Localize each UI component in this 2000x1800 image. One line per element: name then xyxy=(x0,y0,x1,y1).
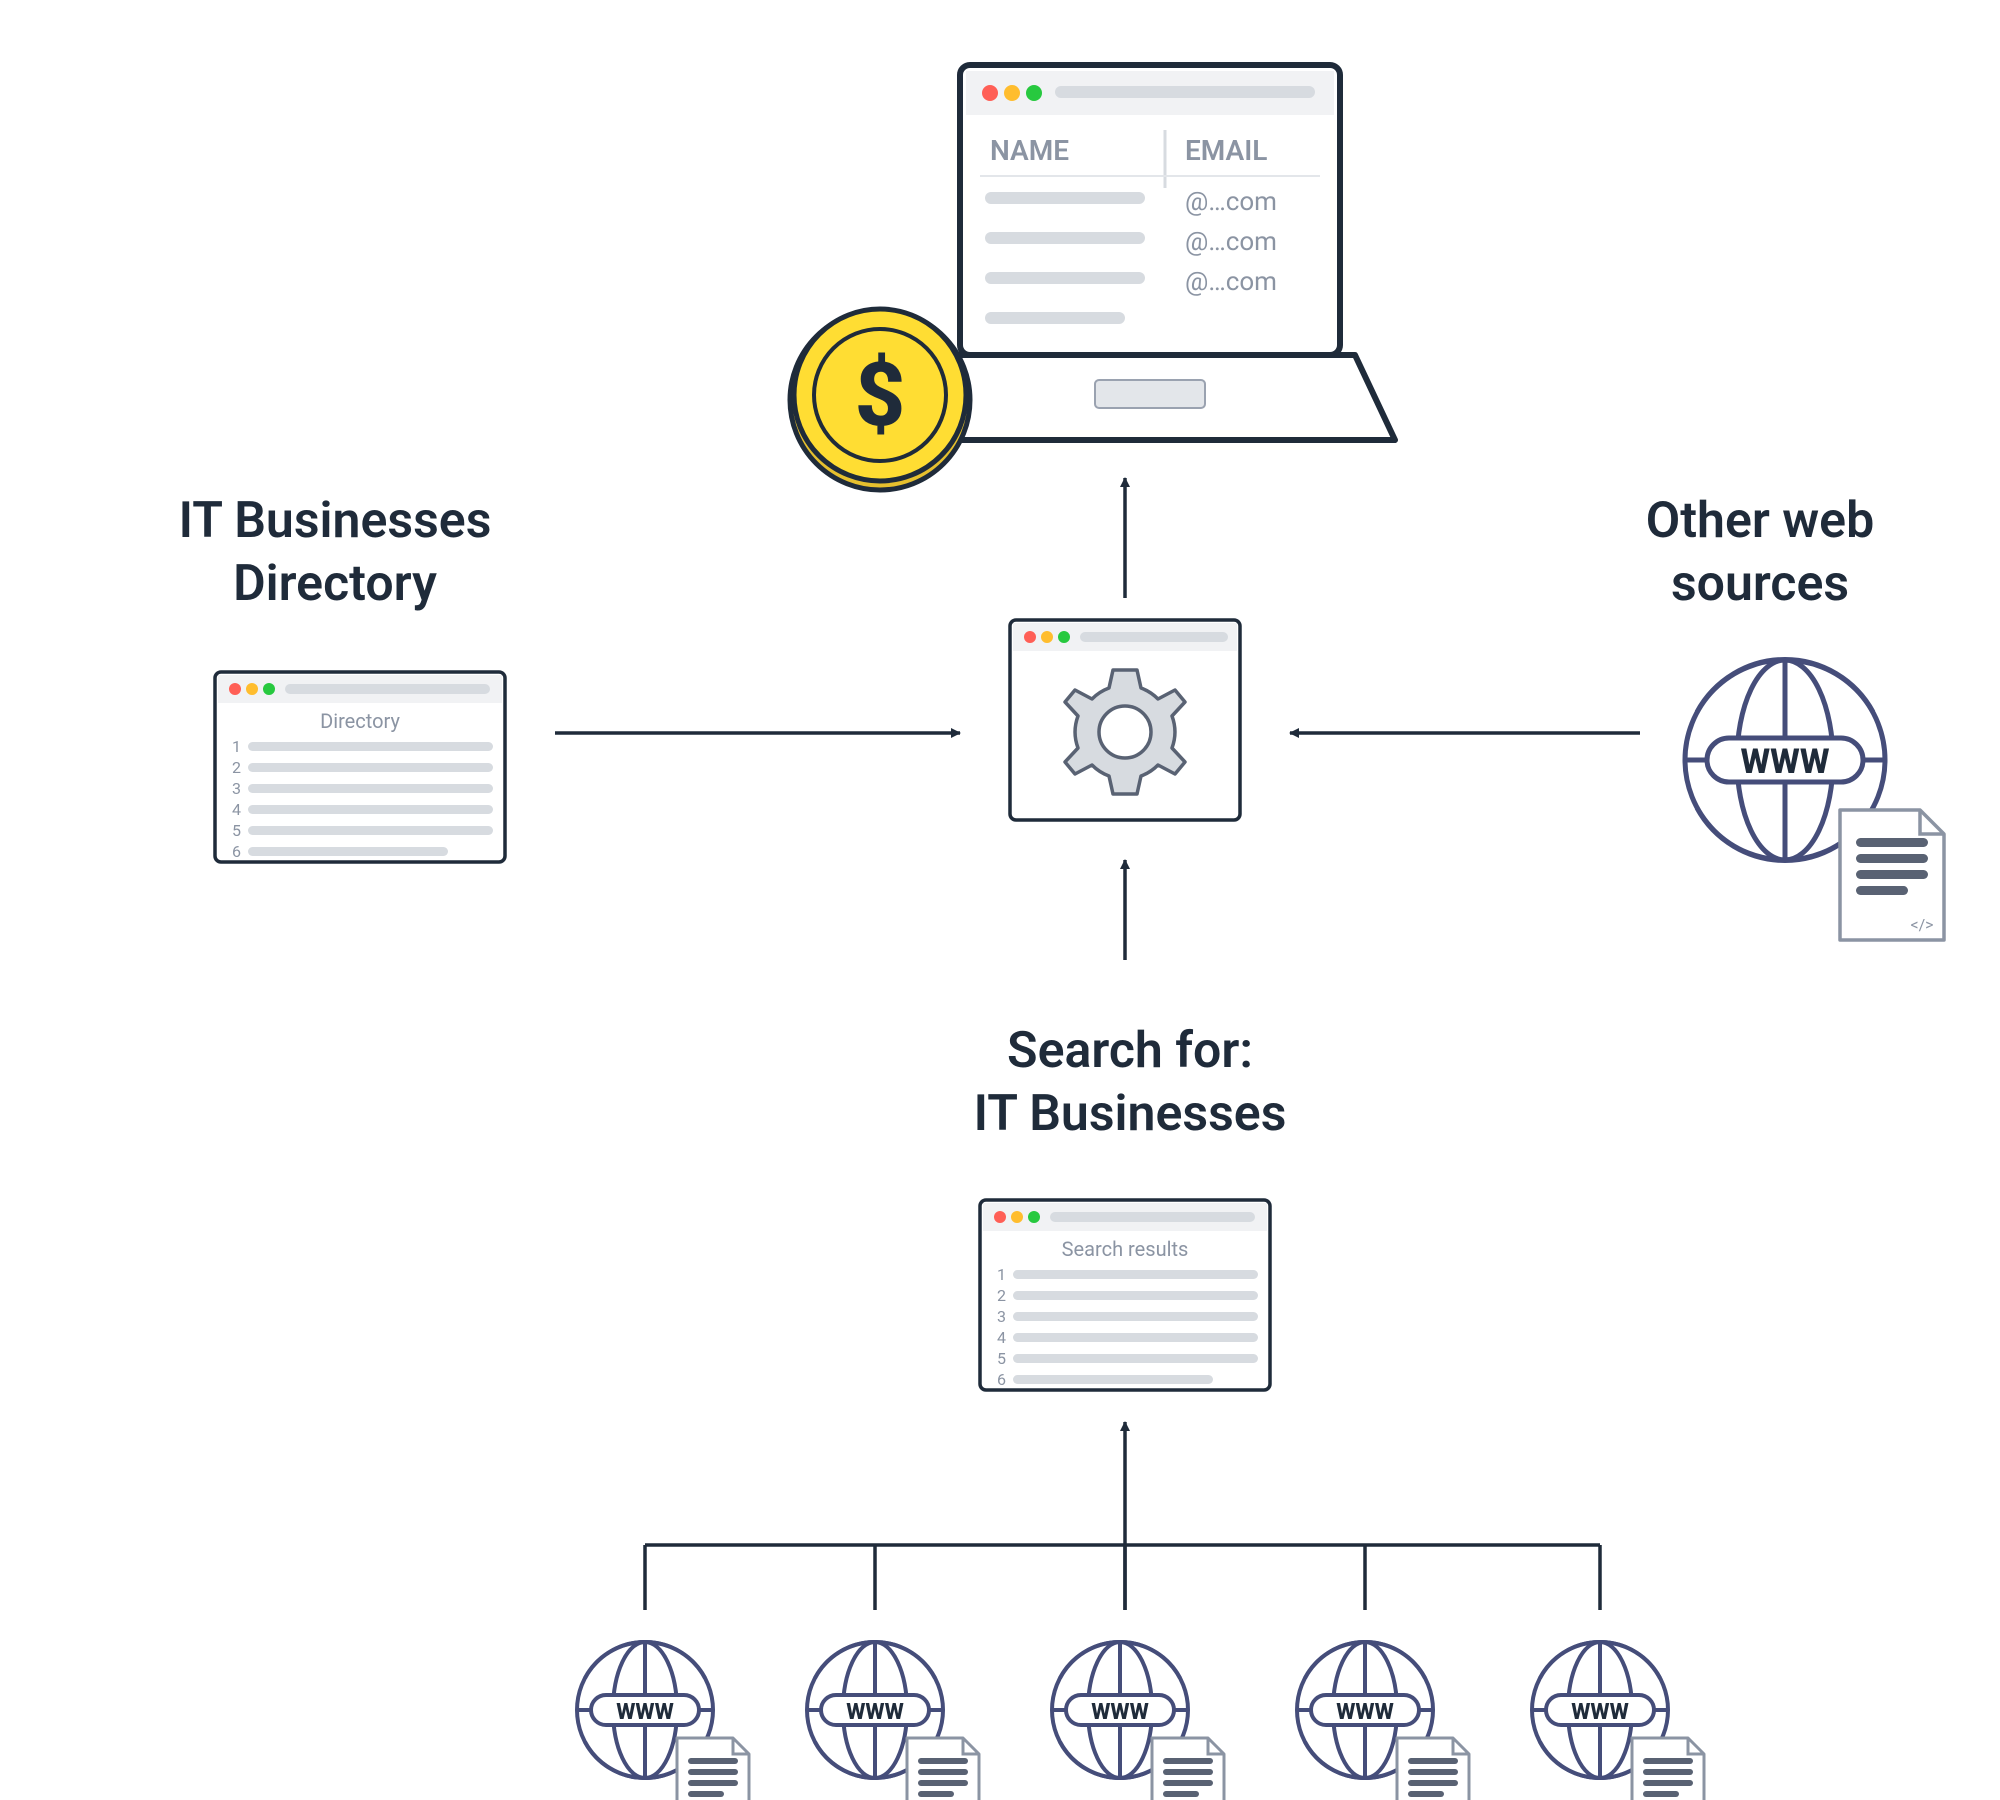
svg-text:WWW: WWW xyxy=(616,1700,674,1725)
sr-row-num-2: 2 xyxy=(997,1286,1006,1305)
doc-code-tag-large: </> xyxy=(1910,915,1933,934)
laptop-col-name: NAME xyxy=(990,134,1069,167)
directory-label: IT Businesses Directory xyxy=(120,490,550,615)
dollar-sign: $ xyxy=(855,344,906,447)
globe-small-4: WWW </> xyxy=(1297,1642,1469,1800)
svg-text:WWW: WWW xyxy=(1336,1700,1394,1725)
bottom-globes: WWW </> WWW xyxy=(577,1642,1704,1800)
globe-small-1: WWW </> xyxy=(577,1642,749,1800)
directory-window-icon: Directory 1 2 3 4 5 6 xyxy=(215,672,505,862)
globe-small-2: WWW </> xyxy=(807,1642,979,1800)
svg-text:WWW: WWW xyxy=(1571,1700,1629,1725)
other-sources-label: Other web sources xyxy=(1570,490,1950,615)
directory-title: Directory xyxy=(320,709,400,733)
sr-row-num-5: 5 xyxy=(997,1349,1006,1368)
laptop-email-1: @…com xyxy=(1185,187,1277,217)
sr-row-num-1: 1 xyxy=(997,1265,1006,1284)
search-label: Search for: IT Businesses xyxy=(870,1020,1390,1145)
diagram-canvas: NAME EMAIL @…com @…com @…com $ xyxy=(0,0,2000,1800)
dir-row-num-5: 5 xyxy=(232,821,241,840)
gear-window-icon xyxy=(1010,620,1240,820)
sr-row-num-6: 6 xyxy=(997,1370,1006,1389)
svg-text:WWW: WWW xyxy=(846,1700,904,1725)
search-window-icon: Search results 1 2 3 4 5 6 xyxy=(980,1200,1270,1390)
globe-small-3: WWW </> xyxy=(1052,1642,1224,1800)
other-sources-globe-icon: WWW </> xyxy=(1685,659,1944,940)
search-results-title: Search results xyxy=(1062,1237,1189,1261)
laptop-col-email: EMAIL xyxy=(1185,134,1267,167)
sr-row-num-3: 3 xyxy=(997,1307,1006,1326)
coin-icon: $ xyxy=(790,309,970,490)
dir-row-num-4: 4 xyxy=(232,800,241,819)
dir-row-num-6: 6 xyxy=(232,842,241,861)
globe-www-large: WWW xyxy=(1741,742,1830,782)
dir-row-num-2: 2 xyxy=(232,758,241,777)
sr-row-num-4: 4 xyxy=(997,1328,1006,1347)
svg-text:WWW: WWW xyxy=(1091,1700,1149,1725)
diagram-svg: NAME EMAIL @…com @…com @…com $ xyxy=(0,0,2000,1800)
laptop-email-3: @…com xyxy=(1185,267,1277,297)
dir-row-num-1: 1 xyxy=(232,737,241,756)
dir-row-num-3: 3 xyxy=(232,779,241,798)
laptop-icon: NAME EMAIL @…com @…com @…com xyxy=(905,65,1395,440)
laptop-email-2: @…com xyxy=(1185,227,1277,257)
globe-small-5: WWW </> xyxy=(1532,1642,1704,1800)
